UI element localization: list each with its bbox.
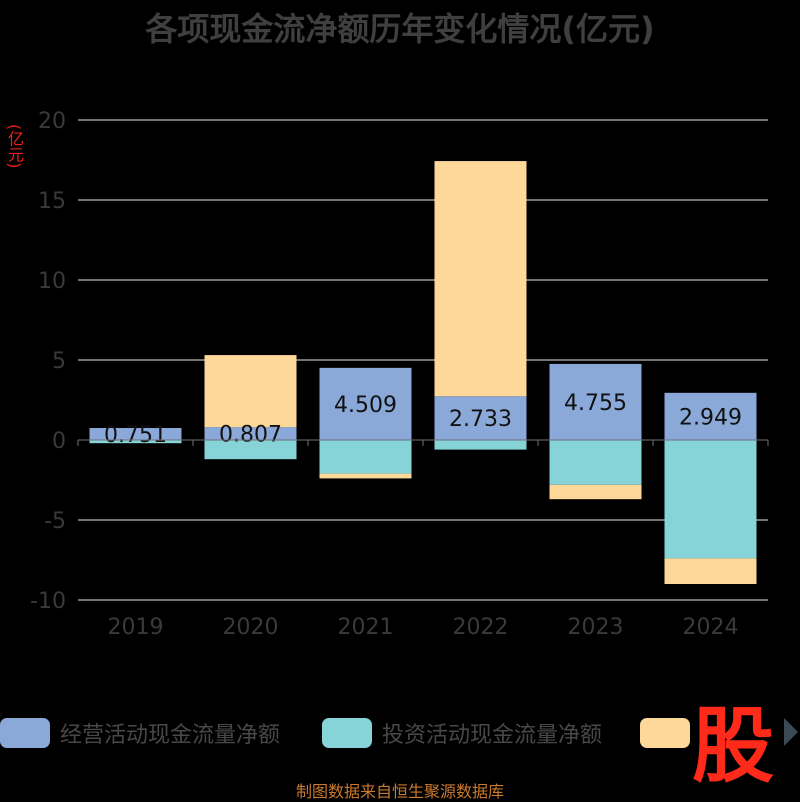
data-label: 0.807: [219, 423, 282, 448]
bar-2-2021: [319, 473, 412, 479]
legend-item-financing[interactable]: [640, 718, 700, 748]
data-label: 4.509: [334, 393, 397, 418]
legend-item-investing[interactable]: 投资活动现金流量净额: [322, 718, 602, 748]
legend-label-operating: 经营活动现金流量净额: [60, 723, 281, 748]
bar-0-2023: [549, 363, 642, 440]
x-tick-label: 2019: [108, 615, 164, 640]
bar-1-2019: [89, 440, 182, 444]
x-tick-label: 2020: [223, 615, 279, 640]
data-source: 制图数据来自恒生聚源数据库: [295, 782, 504, 801]
y-tick-label: -5: [44, 509, 66, 534]
bar-0-2019: [89, 427, 182, 440]
bar-0-2022: [434, 396, 527, 440]
bar-1-2024: [664, 440, 757, 559]
y-tick-label: 20: [38, 109, 66, 134]
watermark-logo: 股: [692, 699, 774, 794]
x-tick-label: 2022: [453, 615, 509, 640]
legend-next-arrow-icon[interactable]: [784, 718, 798, 746]
legend-label-investing: 投资活动现金流量净额: [382, 723, 603, 748]
bar-2-2022: [434, 161, 527, 397]
y-tick-label: 15: [38, 189, 66, 214]
y-tick-label: 5: [52, 349, 66, 374]
bar-2-2020: [204, 355, 297, 428]
bar-1-2021: [319, 440, 412, 474]
bar-2-2023: [549, 484, 642, 500]
legend-swatch-operating: [0, 718, 50, 748]
cash-flow-chart: 20 15 10 5 0 -5 -10 0.751 0.807 4.509 2.733 4.755 2…: [30, 109, 769, 640]
data-label: 2.949: [679, 405, 742, 430]
y-tick-label: -10: [30, 589, 66, 614]
data-label: 0.751: [104, 423, 167, 448]
x-tick-label: 2021: [338, 615, 394, 640]
y-axis-unit: (亿元): [5, 124, 24, 169]
bar-1-2022: [434, 440, 527, 450]
data-labels: 0.751 0.807 4.509 2.733 4.755 2.949: [104, 391, 742, 448]
data-label: 4.755: [564, 391, 627, 416]
bars: [89, 161, 757, 584]
x-tick-label: 2023: [568, 615, 624, 640]
x-axis: 2019 2020 2021 2022 2023 2024: [77, 439, 769, 640]
legend: 经营活动现金流量净额 投资活动现金流量净额: [0, 712, 800, 756]
chart-title: 各项现金流净额历年变化情况(亿元): [145, 10, 655, 48]
y-axis-ticks: 20 15 10 5 0 -5 -10: [30, 109, 66, 614]
legend-swatch-financing: [640, 718, 690, 748]
legend-swatch-investing: [322, 718, 372, 748]
y-tick-label: 0: [52, 429, 66, 454]
bar-0-2020: [204, 427, 297, 440]
data-label: 2.733: [449, 407, 512, 432]
y-tick-label: 10: [38, 269, 66, 294]
x-tick-label: 2024: [683, 615, 739, 640]
bar-1-2020: [204, 440, 297, 460]
bar-0-2021: [319, 367, 412, 440]
bar-2-2024: [664, 558, 757, 584]
bar-1-2023: [549, 440, 642, 485]
legend-item-operating[interactable]: 经营活动现金流量净额: [0, 718, 280, 748]
bar-0-2024: [664, 392, 757, 440]
